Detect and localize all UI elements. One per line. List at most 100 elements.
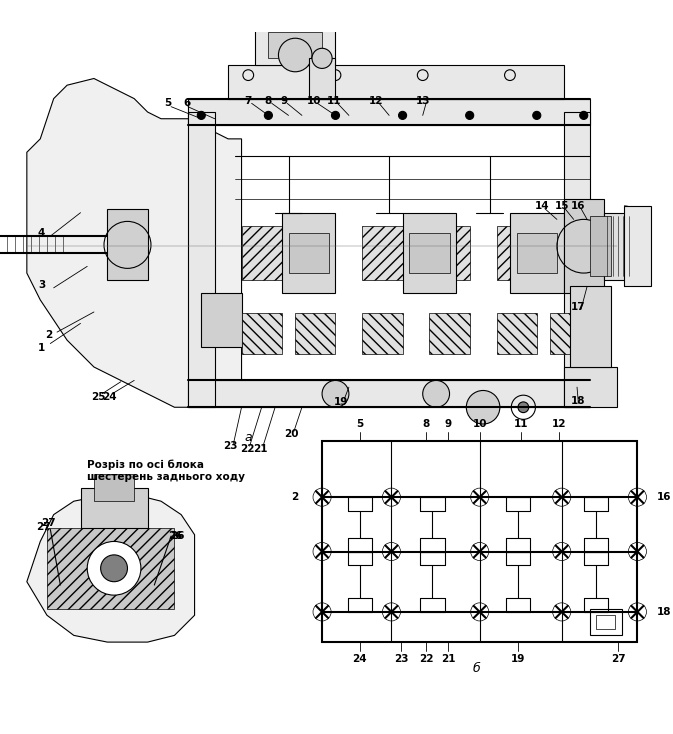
Bar <box>295 313 335 354</box>
Circle shape <box>332 112 339 120</box>
Bar <box>108 209 147 280</box>
Text: 8: 8 <box>423 419 430 429</box>
Text: 3: 3 <box>38 280 45 290</box>
Bar <box>322 441 637 642</box>
Text: 13: 13 <box>415 95 430 106</box>
Bar <box>228 65 563 98</box>
Text: 6: 6 <box>183 98 190 109</box>
Circle shape <box>322 380 349 407</box>
Circle shape <box>264 112 273 120</box>
Text: 23: 23 <box>394 654 408 664</box>
Polygon shape <box>27 495 194 642</box>
Text: a: a <box>244 431 252 444</box>
Bar <box>94 474 134 501</box>
Text: 24: 24 <box>102 391 116 401</box>
Bar <box>429 313 470 354</box>
Bar <box>409 233 450 273</box>
Bar <box>362 226 402 280</box>
Text: б: б <box>472 662 481 675</box>
Bar <box>47 528 174 608</box>
Text: 2: 2 <box>44 330 52 340</box>
Bar <box>590 608 622 636</box>
Text: 16: 16 <box>571 201 586 211</box>
Circle shape <box>330 70 341 81</box>
Text: 11: 11 <box>327 95 341 106</box>
Circle shape <box>518 402 529 413</box>
Text: 18: 18 <box>571 396 586 406</box>
Bar <box>596 615 615 629</box>
Bar <box>242 226 282 280</box>
Bar <box>402 213 456 293</box>
Text: 16: 16 <box>657 493 672 502</box>
Text: 14: 14 <box>535 201 549 211</box>
Circle shape <box>466 112 474 120</box>
Text: 26: 26 <box>170 531 185 541</box>
Bar <box>242 313 282 354</box>
Circle shape <box>312 48 332 68</box>
Text: 12: 12 <box>369 95 383 106</box>
Bar <box>188 98 590 126</box>
Text: 10: 10 <box>472 419 487 429</box>
Circle shape <box>423 380 450 407</box>
Circle shape <box>243 70 254 81</box>
Circle shape <box>279 38 312 72</box>
Text: 2: 2 <box>291 493 299 502</box>
Bar <box>497 313 537 354</box>
Bar <box>551 226 590 280</box>
Text: 18: 18 <box>657 607 672 617</box>
Bar <box>497 226 537 280</box>
Circle shape <box>466 390 500 424</box>
Text: 27: 27 <box>36 522 51 531</box>
Bar <box>201 293 242 347</box>
Text: 7: 7 <box>244 95 252 106</box>
Bar <box>551 313 590 354</box>
Circle shape <box>417 70 428 81</box>
Bar <box>563 112 590 407</box>
Text: 19: 19 <box>510 654 525 664</box>
Text: 26: 26 <box>168 531 183 541</box>
Text: 4: 4 <box>38 228 45 238</box>
Text: 5: 5 <box>164 98 172 109</box>
Text: 9: 9 <box>445 419 452 429</box>
Bar <box>510 213 563 293</box>
Text: 15: 15 <box>555 201 569 211</box>
Bar <box>563 199 604 293</box>
Bar <box>590 216 610 277</box>
Text: 17: 17 <box>571 302 586 312</box>
Text: 24: 24 <box>353 654 367 664</box>
Bar <box>362 313 402 354</box>
Bar <box>563 367 617 407</box>
Text: 19: 19 <box>334 397 348 407</box>
Text: 22: 22 <box>419 654 433 664</box>
Circle shape <box>505 70 516 81</box>
Text: 27: 27 <box>611 654 626 664</box>
Bar <box>188 112 215 407</box>
Circle shape <box>398 112 406 120</box>
Text: 11: 11 <box>513 419 528 429</box>
Bar <box>295 226 335 280</box>
Bar <box>289 233 329 273</box>
Bar <box>188 380 590 407</box>
Text: 12: 12 <box>551 419 566 429</box>
Text: 23: 23 <box>223 441 238 451</box>
Text: 27: 27 <box>41 517 56 528</box>
Text: 1: 1 <box>38 344 45 353</box>
Bar <box>570 286 610 367</box>
Text: 20: 20 <box>284 429 298 439</box>
Bar <box>81 488 147 528</box>
Text: 21: 21 <box>441 654 456 664</box>
Bar <box>604 213 631 280</box>
Text: 10: 10 <box>307 95 321 106</box>
Polygon shape <box>27 79 242 407</box>
Bar <box>269 32 322 59</box>
Text: Розріз по осі блока
шестерень заднього ходу: Розріз по осі блока шестерень заднього х… <box>87 460 245 482</box>
Text: 8: 8 <box>264 95 272 106</box>
Circle shape <box>101 555 127 582</box>
Bar <box>255 25 335 65</box>
Circle shape <box>87 542 141 595</box>
Text: 25: 25 <box>92 391 106 401</box>
Bar <box>624 206 651 286</box>
Text: 5: 5 <box>356 419 363 429</box>
Text: 21: 21 <box>253 444 268 454</box>
Bar <box>282 213 335 293</box>
